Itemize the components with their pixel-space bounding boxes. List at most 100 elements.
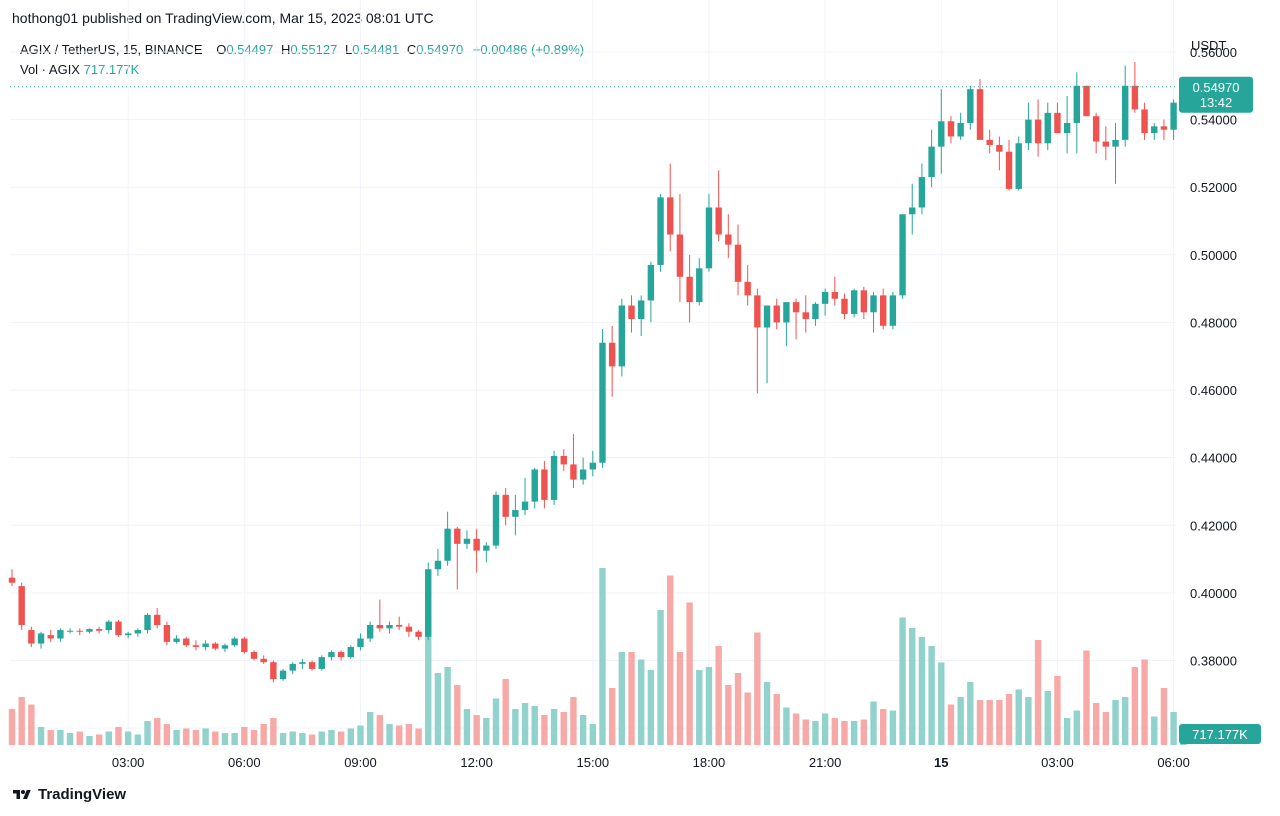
high-value: 0.55127	[290, 42, 338, 57]
volume-bar	[1083, 650, 1090, 745]
volume-bar	[1054, 676, 1061, 745]
volume-bar	[1170, 712, 1177, 745]
time-tick-label: 18:00	[693, 755, 726, 770]
candle-body	[376, 624, 384, 629]
candle-body	[686, 276, 693, 303]
volume-bar	[134, 734, 142, 745]
volume-bar	[473, 715, 480, 745]
volume-value: 717.177K	[83, 62, 140, 77]
volume-bar	[299, 733, 306, 745]
volume-bar	[628, 652, 635, 745]
volume-bar	[657, 610, 664, 745]
candle-body	[115, 621, 122, 636]
volume-label[interactable]: Vol · AGIX	[20, 62, 80, 77]
candle-body	[1025, 119, 1032, 144]
price-tick-label: 0.40000	[1190, 586, 1237, 601]
candle-body	[212, 643, 219, 649]
time-tick-label: 06:00	[1157, 755, 1190, 770]
volume-bar	[986, 700, 993, 745]
candle-body	[396, 624, 403, 627]
candle-body	[531, 469, 538, 502]
volume-bar	[47, 730, 54, 745]
tradingview-brand[interactable]: TradingView	[12, 786, 126, 803]
volume-bar	[570, 697, 577, 745]
candle-body	[899, 214, 906, 296]
volume-bar	[76, 731, 83, 745]
open-value: 0.54497	[226, 42, 274, 57]
volume-bar	[870, 701, 877, 745]
time-tick-label: 21:00	[809, 755, 842, 770]
candle-body	[570, 464, 577, 480]
volume-badge-value: 717.177K	[1192, 727, 1248, 742]
candle-body	[560, 455, 567, 465]
candle-body	[947, 121, 955, 137]
volume-bar	[124, 731, 132, 745]
candle-body	[667, 197, 674, 235]
candle-body	[715, 207, 722, 235]
volume-bar	[725, 685, 732, 745]
volume-bar	[434, 673, 442, 745]
candle-body	[705, 207, 713, 269]
candle-body	[957, 122, 964, 137]
volume-bar	[183, 728, 190, 745]
volume-bar	[550, 709, 558, 745]
candle-body	[880, 295, 887, 326]
candle-body	[405, 626, 413, 632]
candle-body	[763, 305, 771, 328]
candle-body	[492, 494, 500, 546]
volume-bar	[37, 727, 45, 745]
candle-body	[1044, 112, 1051, 144]
volume-bar	[57, 730, 64, 745]
volume-bar	[531, 706, 538, 745]
candle-body	[802, 312, 809, 320]
price-tick-label: 0.48000	[1190, 315, 1237, 330]
close-key: C	[406, 42, 417, 57]
volume-bar	[696, 670, 703, 745]
candle-body	[37, 633, 45, 644]
candle-body	[357, 638, 364, 647]
volume-bar	[454, 685, 461, 745]
volume-bar	[792, 713, 800, 745]
volume-bar	[715, 646, 722, 745]
volume-bar	[541, 715, 548, 745]
price-tick-label: 0.56000	[1190, 45, 1237, 60]
volume-bar	[599, 568, 606, 745]
volume-bar	[241, 727, 248, 745]
price-tick-label: 0.42000	[1190, 518, 1237, 533]
volume-bar	[376, 715, 384, 745]
candle-body	[1083, 85, 1090, 117]
candle-body	[279, 670, 287, 680]
candle-body	[1063, 122, 1071, 134]
volume-bar	[821, 713, 829, 745]
tradingview-logo-icon	[13, 789, 31, 799]
candle-body	[1170, 102, 1177, 130]
candle-body	[589, 462, 596, 470]
candle-body	[1054, 112, 1061, 134]
candle-body	[289, 663, 296, 671]
volume-bar	[347, 728, 354, 745]
volume-bars	[8, 568, 1187, 745]
price-tick-label: 0.38000	[1190, 653, 1237, 668]
time-tick-label: 09:00	[344, 755, 377, 770]
time-tick-label: 12:00	[460, 755, 493, 770]
volume-bar	[1015, 689, 1022, 745]
volume-bar	[115, 727, 122, 745]
candle-body	[928, 146, 935, 178]
candle-body	[425, 569, 432, 637]
candle-body	[221, 645, 229, 649]
volume-bar	[763, 682, 771, 745]
volume-bar	[28, 704, 35, 745]
candle-body	[1073, 85, 1080, 123]
volume-bar	[667, 575, 674, 745]
volume-bar	[502, 679, 509, 745]
volume-bar	[831, 718, 838, 745]
volume-badge	[1179, 724, 1261, 744]
volume-bar	[212, 731, 219, 745]
volume-bar	[386, 724, 393, 745]
candle-body	[366, 624, 374, 639]
symbol-label[interactable]: AGIX / TetherUS, 15, BINANCE	[20, 42, 203, 57]
volume-bar	[608, 688, 616, 745]
candle-body	[1160, 126, 1168, 130]
candle-body	[850, 290, 858, 314]
